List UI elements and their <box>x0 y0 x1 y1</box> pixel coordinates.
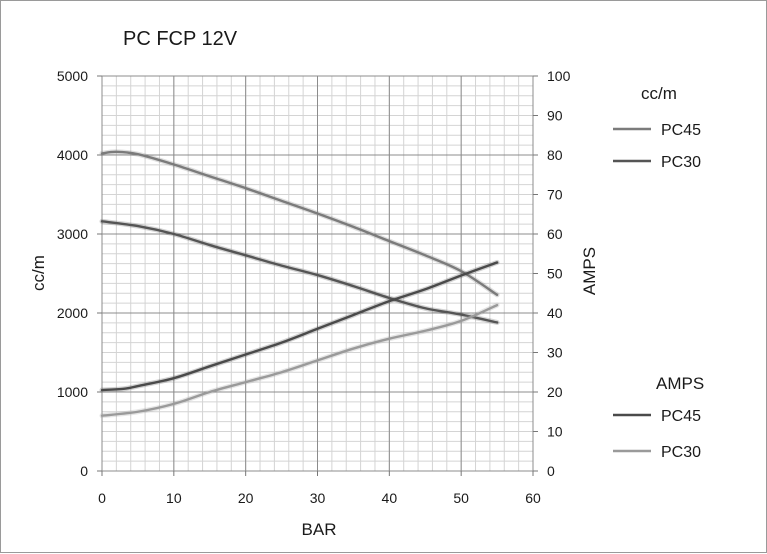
x-tick-label: 20 <box>238 490 254 506</box>
legend-title-amps: AMPS <box>656 374 704 393</box>
x-tick-label: 30 <box>310 490 326 506</box>
y2-tick-label: 10 <box>547 424 563 440</box>
y2-tick-label: 0 <box>547 463 555 479</box>
major-grid <box>97 75 538 476</box>
y-tick-label: 3000 <box>57 226 88 242</box>
legend-label-pc45: PC45 <box>661 122 701 139</box>
chart-title: PC FCP 12V <box>123 28 238 50</box>
x-tick-label: 40 <box>382 490 398 506</box>
y2-tick-label: 60 <box>547 226 563 242</box>
y-tick-label: 5000 <box>57 68 88 84</box>
y2-tick-label: 80 <box>547 147 563 163</box>
legend-label-pc30: PC30 <box>661 444 701 461</box>
y2-tick-label: 50 <box>547 266 563 282</box>
legend-label-pc30: PC30 <box>661 154 701 171</box>
series-ccm-pc30-line <box>100 220 499 324</box>
y-tick-label: 0 <box>80 463 88 479</box>
legend-title-ccm: cc/m <box>641 84 677 103</box>
legend-label-pc45: PC45 <box>661 408 701 425</box>
y2-axis-title: AMPS <box>580 247 599 295</box>
y2-tick-label: 90 <box>547 108 563 124</box>
y-tick-label: 1000 <box>57 384 88 400</box>
y2-tick-label: 20 <box>547 384 563 400</box>
y2-tick-label: 100 <box>547 68 571 84</box>
x-tick-label: 60 <box>525 490 541 506</box>
series-layer <box>99 149 500 419</box>
tick-labels: 0 10 20 30 40 50 60 0 1000 2000 3000 4000 5000 0 10 20 3… <box>57 68 571 506</box>
x-tick-label: 10 <box>166 490 182 506</box>
series-ccm-pc45-line <box>100 150 499 297</box>
y-tick-label: 2000 <box>57 305 88 321</box>
y-axis-title: cc/m <box>29 255 48 291</box>
x-tick-label: 0 <box>98 490 106 506</box>
y2-tick-label: 70 <box>547 187 563 203</box>
x-tick-label: 50 <box>453 490 469 506</box>
legend: cc/m PC45 PC30 AMPS PC45 PC30 <box>613 84 704 461</box>
y2-tick-label: 40 <box>547 305 563 321</box>
x-axis-title: BAR <box>302 520 337 539</box>
y2-tick-label: 30 <box>547 345 563 361</box>
series-ccm-pc30-halo <box>99 218 500 325</box>
y-tick-label: 4000 <box>57 147 88 163</box>
series-amps-pc30-halo <box>99 302 500 419</box>
series-amps-pc30-line <box>100 303 499 417</box>
series-amps-pc45-line <box>100 261 499 392</box>
